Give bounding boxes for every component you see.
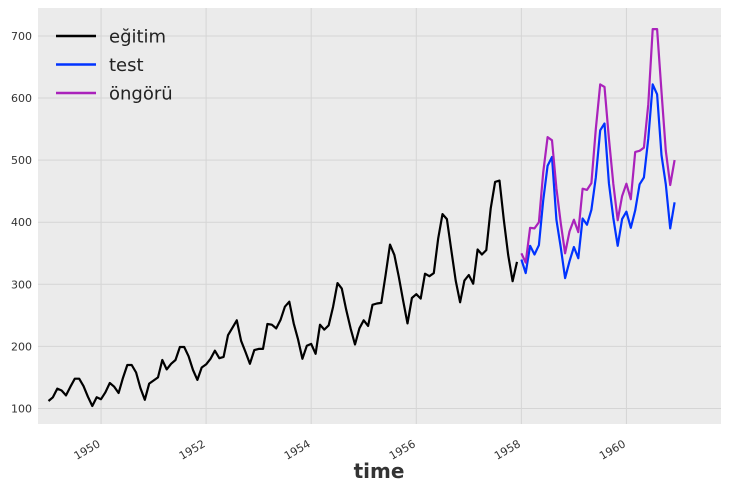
legend-label: öngörü [109,84,173,105]
y-tick-label: 400 [11,216,32,229]
y-tick-label: 100 [11,402,32,415]
y-tick-label: 500 [11,154,32,167]
plot-background [38,8,721,424]
legend-label: test [109,55,144,76]
series-line-2 [520,28,676,264]
y-tick-label: 300 [11,278,32,291]
x-axis-label: time [354,459,405,483]
x-tick-label: 1960 [597,437,628,462]
x-tick-label: 1954 [282,437,313,462]
y-tick-label: 600 [11,92,32,105]
y-axis-ticks: 100 200 300 400 500 600 700 [11,30,32,416]
legend: eğitim test öngörü [56,27,173,105]
series-line-1 [520,83,676,280]
y-tick-label: 700 [11,30,32,43]
series-lines [47,28,676,408]
x-axis-ticks: 1950 1952 1954 1956 1958 1960 [72,437,628,462]
x-tick-label: 1958 [492,437,523,462]
x-tick-label: 1950 [72,437,103,462]
legend-label: eğitim [109,27,166,48]
y-tick-label: 200 [11,340,32,353]
x-tick-label: 1952 [177,437,208,462]
series-line-0 [47,179,519,408]
